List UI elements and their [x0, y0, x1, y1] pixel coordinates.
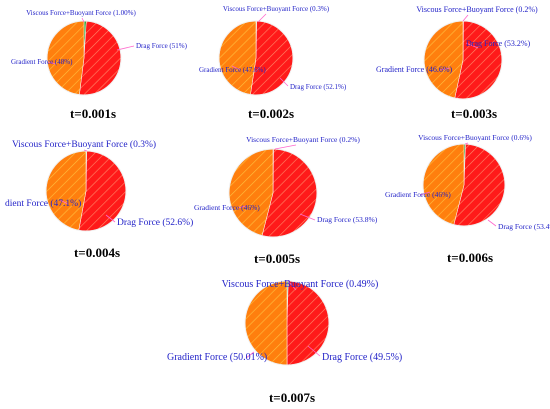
pie-4-leader-viscous [83, 149, 88, 152]
pie-6-leader-drag [487, 219, 497, 227]
pie-7-label-drag: Drag Force (49.5%) [322, 352, 402, 363]
pie-7-leader-drag [307, 345, 321, 357]
pie-1-title: t=0.001s [70, 106, 116, 121]
pie-6-label-gradient: Gradient Force (46%) [385, 190, 451, 199]
pie-4-label-viscous: Viscous Force+Buoyant Force (0.3%) [12, 139, 156, 150]
pie-2-label-drag: Drag Force (52.1%) [290, 83, 347, 91]
pie-1-label-gradient: Gradient Force (48%) [11, 58, 73, 66]
pie-2-label-viscous: Viscous Force+Buoyant Force (0.3%) [223, 5, 330, 13]
pie-5-outline [228, 148, 318, 238]
pie-6-label-drag: Drag Force (53.4%) [498, 222, 550, 231]
pie-5-leader-gradient [237, 205, 247, 209]
pie-3-title: t=0.003s [451, 106, 497, 121]
pie-5-label-drag: Drag Force (53.8%) [317, 215, 378, 224]
pie-5-label-viscous: Viscous Force+Buoyant Force (0.2%) [246, 135, 360, 144]
pie-5-title: t=0.005s [254, 251, 300, 266]
pie-2-outline [218, 20, 294, 96]
pie-3-label-viscous: Viscous Force+Buoyant Force (0.2%) [416, 5, 538, 14]
pie-3-label-drag: Drag Force (53.2%) [466, 39, 531, 48]
pie-3-leader-drag [465, 42, 479, 49]
pie-1-outline [46, 20, 122, 96]
pie-4-leader-drag [105, 214, 116, 223]
pie-6-title: t=0.006s [447, 250, 493, 265]
pie-1-leader-gradient [47, 61, 57, 65]
pie-6-label-viscous: Viscous Force+Buoyant Force (0.6%) [418, 133, 532, 142]
pie-3-leader-gradient [439, 67, 451, 71]
pie-2-leader-drag [279, 77, 289, 87]
pie-1-slice-drag [79, 20, 122, 96]
pie-1-label-viscous: Viscous Force+Buoyant Force (1.00%) [26, 9, 136, 17]
pie-2-slice-gradient [218, 20, 257, 95]
pie-3-slice-gradient [423, 20, 464, 99]
pie-6-leader-viscous [464, 142, 469, 145]
pie-3-label-gradient: Gradient Force (46.6%) [376, 65, 453, 74]
pie-4-title: t=0.004s [74, 245, 120, 260]
pie-5-leader-viscous [274, 144, 297, 150]
pie-7-leader-viscous [287, 280, 297, 291]
pie-2-slice-drag [250, 20, 294, 96]
pie-7-leader-gradient [245, 351, 255, 359]
pie-4-label-drag: Drag Force (52.6%) [117, 217, 193, 228]
pie-5-leader-drag [299, 213, 316, 221]
pie-2-title: t=0.002s [248, 106, 294, 121]
pie-1-label-drag: Drag Force (51%) [136, 42, 188, 50]
pie-2-leader-gradient [231, 65, 241, 71]
pie-4-leader-gradient [59, 199, 69, 205]
pie-6-leader-gradient [419, 191, 431, 196]
pie-1-leader-viscous [81, 17, 85, 23]
pie-3-leader-viscous [462, 14, 469, 22]
pie-2-label-gradient: Gradient Force (47.6%) [199, 66, 266, 74]
pie-7-title: t=0.007s [269, 390, 315, 405]
pie-6-outline [422, 143, 506, 227]
pie-1-leader-drag [116, 45, 135, 51]
pie-4-label-gradient: dient Force (47.1%) [5, 198, 81, 209]
pie-2-leader-viscous [257, 13, 267, 23]
pie-7-label-gradient: Gradient Force (50.01%) [167, 352, 267, 363]
pie-7-label-viscous: Viscous Force+Buoyant Force (0.49%) [222, 279, 379, 290]
pie-4-slice-gradient [45, 150, 87, 231]
pie-7-outline [244, 280, 330, 366]
pie-5-label-gradient: Gradient Force (46%) [194, 203, 260, 212]
